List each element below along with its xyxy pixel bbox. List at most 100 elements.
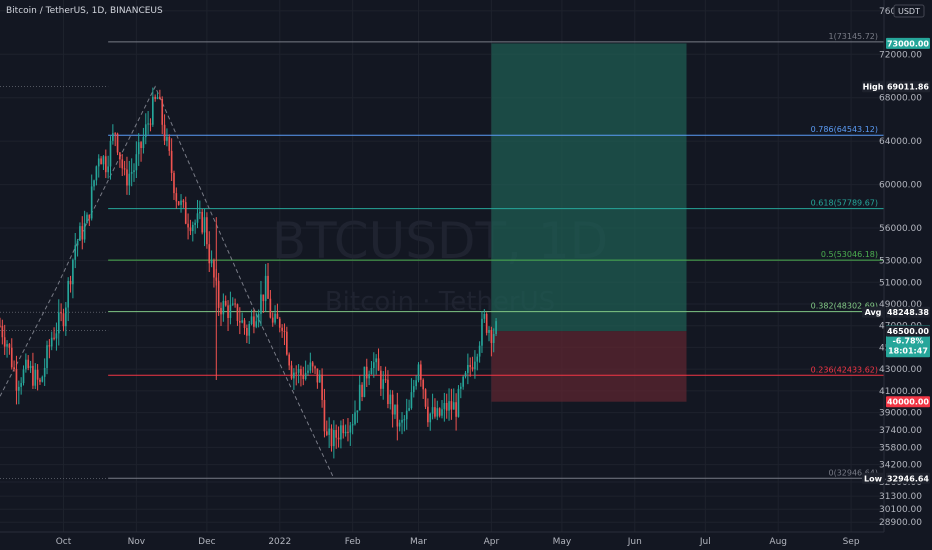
candle-body [293,372,295,379]
candle-body [344,431,347,434]
price-tick-label: 53000.00 [879,257,922,267]
fib-label-0.236: 0.236(42433.62) [811,365,878,374]
candle-body [83,223,86,240]
candle-body [36,369,39,380]
candle-body [264,275,267,302]
candle-body [340,425,342,440]
candle-body [102,156,105,165]
candle-body [481,318,483,346]
candle-body [130,171,133,174]
currency-button[interactable]: USDT [893,4,925,18]
fib-label-0: 0(32946.64) [828,468,878,477]
candle-body [231,303,234,305]
candle-body [349,425,352,433]
candle-body [377,358,380,371]
candle-body [448,401,450,411]
price-label-value: 73000.00 [887,39,929,48]
candle-body [309,362,312,371]
price-tag-box [862,81,884,93]
fib-label-0.382: 0.382(48302.69) [811,302,878,311]
candle-body [67,280,70,308]
candle-body [441,409,443,416]
candle-body [387,379,389,405]
candle-body [337,437,340,440]
price-label-value: 48248.38 [887,308,929,317]
candle-body [93,180,95,187]
candle-body [389,394,392,405]
trend-path[interactable] [0,85,335,479]
candle-body [159,97,161,99]
price-label-box [886,396,930,408]
candle-body [60,312,62,314]
candle-body [271,317,274,323]
candle-body [274,313,276,323]
candle-body [405,410,408,420]
candle-body [469,364,472,368]
candle-body [69,280,72,285]
candle-body [483,313,486,319]
candle-body [72,259,74,285]
stop-zone[interactable] [491,331,687,402]
candle-body [382,379,385,389]
price-tick-label: 30100.00 [879,505,922,515]
candle-body [417,364,420,381]
candle-body [48,345,51,347]
trend-polyline[interactable] [0,85,335,479]
time-tick-label: Mar [410,537,427,547]
candle-body [170,150,173,173]
candle-body [471,367,474,370]
price-label-box [886,325,930,337]
candle-body [114,133,117,135]
price-tick-label: 28900.00 [879,518,922,528]
candle-body [321,374,323,400]
candle-body [206,217,208,245]
time-axis[interactable]: Oct Nov Dec 2022 Feb Mar Apr May Jun Jul Aug Sep [0,531,884,547]
candle-body [88,214,91,219]
candle-body [100,158,102,165]
candle-body [300,369,302,376]
candle-body [422,379,425,390]
price-tag-label: High [863,83,884,92]
candle-body [375,358,377,363]
candle-body [149,123,152,125]
candle-body [370,368,373,375]
price-tag-box [862,306,884,318]
candle-body [495,321,497,335]
time-tick-label: May [553,537,572,547]
candle-body [95,166,98,181]
candle-body [0,325,1,327]
candle-body [196,213,199,223]
price-tick-label: 68000.00 [879,94,922,104]
candle-body [201,211,204,233]
price-label-box [886,37,930,49]
candle-body [347,431,349,433]
candle-body [13,367,15,370]
candle-body [163,124,166,141]
price-tick-label: 56000.00 [879,224,922,234]
time-tick-label: Dec [198,537,215,547]
candle-body [403,419,406,421]
candle-body [467,364,469,373]
price-tick-label: 39000.00 [879,409,922,419]
price-tick-label: 60000.00 [879,181,922,191]
candle-body [297,369,300,373]
price-labels: 73000.0069011.86High48248.38Avg46537.55-… [862,37,930,484]
candle-body [175,193,178,202]
candle-body [351,424,354,426]
candle-body [41,376,44,382]
candle-body [260,294,262,314]
candle-body [408,408,410,411]
candle-body [17,386,20,391]
candle-body [189,227,192,232]
candle-body [281,327,283,331]
candle-body [147,123,149,125]
position-zones[interactable] [491,43,687,402]
target-zone[interactable] [491,43,687,332]
fib-levels[interactable]: 1(73145.72) 0.786(64543.12) 0.618(57789.67… [0,32,884,479]
candle-body [109,140,112,167]
candle-body [76,240,79,246]
candle-body [363,366,366,397]
candle-body [372,362,375,369]
candle-body [288,354,291,366]
